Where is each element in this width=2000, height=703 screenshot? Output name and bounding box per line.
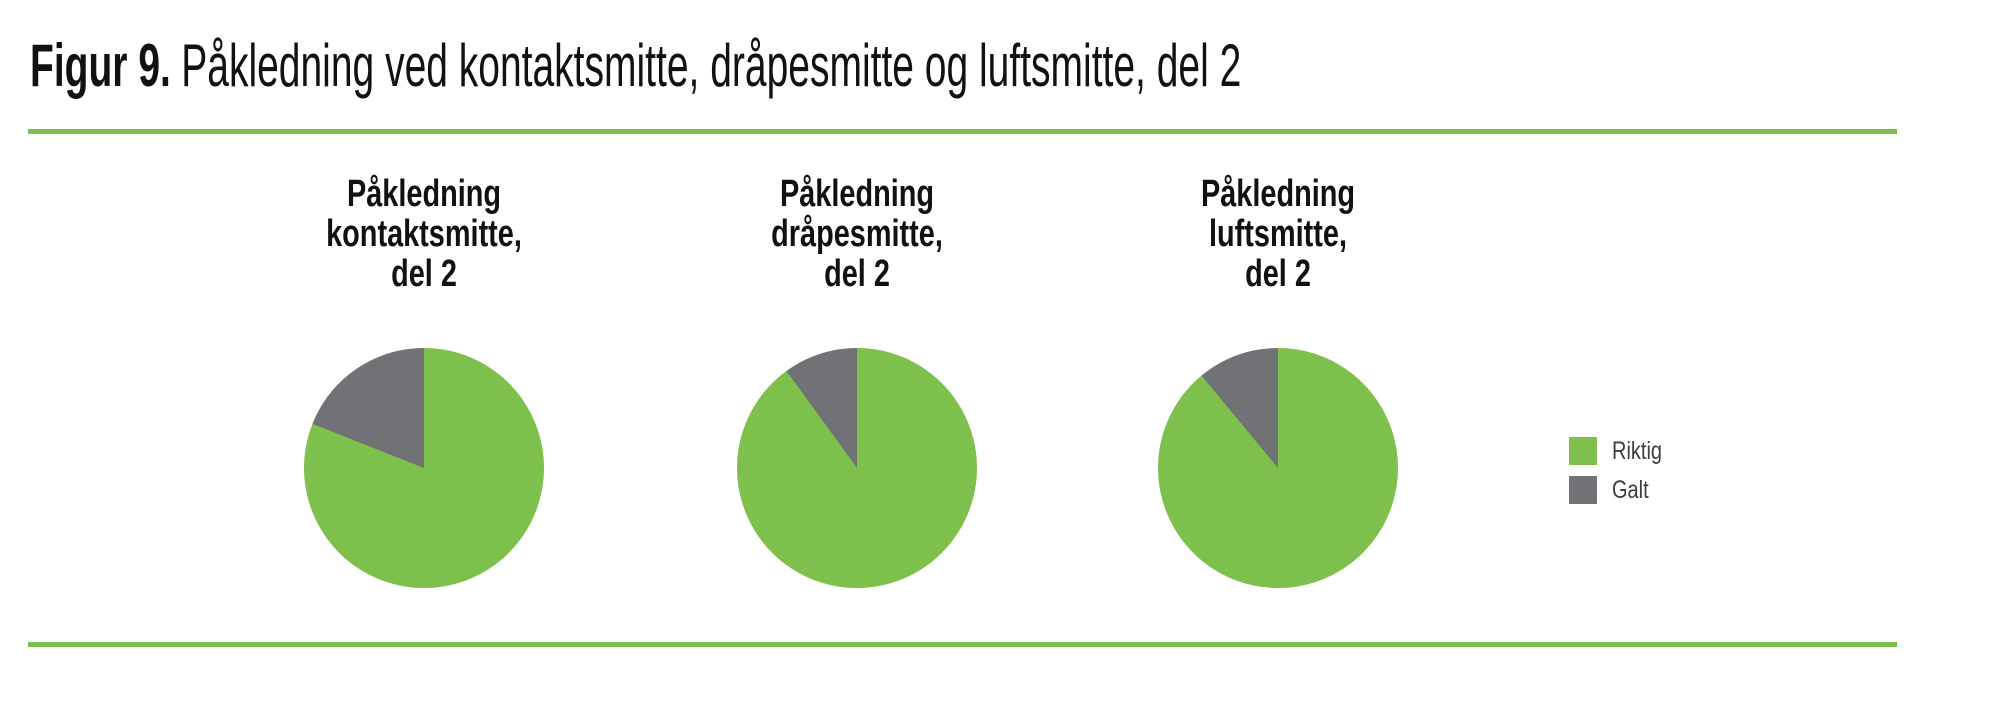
pie-title-line: luftsmitte, bbox=[1209, 213, 1347, 255]
top-divider-rule bbox=[28, 129, 1897, 134]
pie-title-line: Påkledning bbox=[346, 173, 502, 215]
pie-title-line: del 2 bbox=[391, 253, 457, 295]
pie-title-line: dråpesmitte, bbox=[771, 213, 943, 255]
bottom-divider-rule bbox=[28, 642, 1897, 647]
pie-chart-kontaktsmitte bbox=[304, 348, 544, 588]
legend-item-riktig: Riktig bbox=[1569, 437, 1675, 465]
galt-color-swatch bbox=[1569, 476, 1597, 504]
riktig-color-swatch bbox=[1569, 437, 1597, 465]
pie-chart-drapesmitte bbox=[737, 348, 977, 588]
legend-label-galt: Galt bbox=[1612, 475, 1649, 504]
figure-title: Figur 9. Påkledning ved kontaktsmitte, dr… bbox=[30, 36, 1241, 96]
pie-title-line: del 2 bbox=[1245, 253, 1311, 295]
pie-title-kontaktsmitte: Påkledning kontaktsmitte, del 2 bbox=[287, 174, 561, 294]
pie-title-line: del 2 bbox=[824, 253, 890, 295]
pie-title-luftsmitte: Påkledning luftsmitte, del 2 bbox=[1141, 174, 1415, 294]
figure-number-label: Figur 9. bbox=[30, 32, 171, 99]
figure-title-text: Påkledning ved kontaktsmitte, dråpesmitt… bbox=[181, 32, 1242, 99]
legend-label-riktig: Riktig bbox=[1612, 436, 1663, 465]
pie-title-line: Påkledning bbox=[1200, 173, 1356, 215]
legend: Riktig Galt bbox=[1569, 437, 1675, 515]
pie-title-drapesmitte: Påkledning dråpesmitte, del 2 bbox=[720, 174, 994, 294]
legend-item-galt: Galt bbox=[1569, 476, 1675, 504]
pie-title-line: Påkledning bbox=[779, 173, 935, 215]
pie-chart-luftsmitte bbox=[1158, 348, 1398, 588]
pie-title-line: kontaktsmitte, bbox=[326, 213, 522, 255]
